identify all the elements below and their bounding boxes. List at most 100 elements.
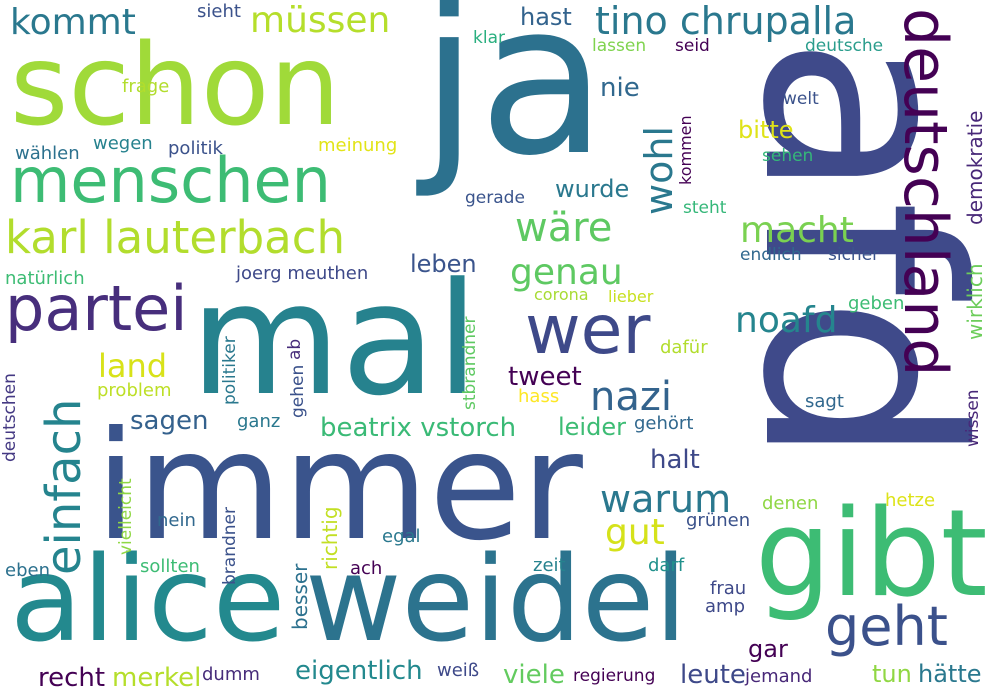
word-amp: amp	[705, 596, 745, 617]
word-immer: immer	[95, 400, 583, 574]
word-brandner: brandner	[220, 507, 240, 585]
word-zeit: zeit	[533, 555, 566, 576]
word-sieht: sieht	[197, 1, 241, 22]
word-leider: leider	[558, 413, 626, 441]
word-kommen: kommen	[676, 115, 695, 185]
word-regierung: regierung	[573, 666, 656, 686]
word-klar: klar	[473, 28, 505, 48]
word-gar: gar	[748, 635, 788, 663]
word-noafd: noafd	[735, 300, 838, 341]
word-tino-chrupalla: tino chrupalla	[595, 0, 857, 43]
word-sagt: sagt	[805, 391, 844, 412]
word-ach: ach	[350, 558, 383, 579]
word-wurde: wurde	[555, 175, 630, 203]
word-sicher: sicher	[828, 245, 880, 265]
word-muessen: müssen	[250, 0, 391, 41]
word-weidel: weidel	[305, 530, 688, 668]
word-leute: leute	[680, 660, 746, 690]
word-egal: egal	[382, 526, 421, 547]
word-sehen: sehen	[762, 146, 814, 166]
word-frage: frage	[122, 76, 170, 97]
word-gehoert: gehört	[634, 413, 694, 434]
word-darf: darf	[648, 555, 685, 576]
word-welt: welt	[783, 89, 819, 109]
word-wohl: wohl	[637, 126, 681, 215]
word-schon: schon	[10, 21, 341, 151]
word-weiss: weiß	[437, 660, 480, 681]
word-kommt: kommt	[10, 2, 136, 43]
word-geben: geben	[848, 293, 905, 314]
word-besser: besser	[288, 563, 312, 630]
word-ja: ja	[420, 0, 608, 202]
word-bitte: bitte	[738, 116, 794, 144]
word-nie: nie	[600, 73, 640, 103]
word-politiker: politiker	[220, 336, 240, 405]
word-stbrandner: stbrandner	[460, 316, 480, 410]
word-genau: genau	[510, 252, 623, 293]
word-eben: eben	[5, 560, 50, 581]
word-waehlen: wählen	[15, 143, 80, 164]
word-viele: viele	[503, 660, 565, 690]
word-geht: geht	[825, 595, 948, 658]
word-karl-lauterbach: karl lauterbach	[5, 211, 345, 264]
word-wirklich: wirklich	[963, 263, 987, 340]
word-seid: seid	[675, 36, 710, 56]
word-tweet: tweet	[508, 362, 582, 392]
word-meinung: meinung	[318, 135, 398, 156]
word-lassen: lassen	[592, 36, 647, 56]
word-gibt: gibt	[755, 485, 988, 624]
word-denen: denen	[762, 493, 819, 514]
word-corona: corona	[534, 285, 589, 304]
word-dafuer: dafür	[660, 337, 708, 358]
word-land: land	[98, 347, 168, 385]
word-halt: halt	[650, 445, 700, 475]
word-hast: hast	[520, 3, 572, 31]
word-nazi: nazi	[590, 374, 672, 420]
word-politik: politik	[168, 138, 223, 159]
word-einfach: einfach	[36, 398, 92, 575]
word-dumm: dumm	[202, 664, 260, 685]
word-gehen: gehen	[288, 364, 308, 418]
word-tun: tun	[872, 660, 912, 688]
word-wissen: wissen	[963, 389, 983, 447]
word-hetze: hetze	[885, 490, 936, 511]
word-merkel: merkel	[112, 663, 202, 693]
word-endlich: endlich	[740, 245, 802, 265]
word-haette: hätte	[918, 660, 982, 688]
word-ganz: ganz	[237, 411, 281, 432]
word-deutschen: deutschen	[0, 373, 20, 462]
word-sagen: sagen	[130, 406, 209, 436]
word-problem: problem	[97, 380, 172, 401]
word-warum: warum	[600, 477, 732, 521]
word-hass: hass	[518, 386, 560, 407]
word-recht: recht	[38, 663, 106, 693]
word-deutsche: deutsche	[805, 36, 884, 56]
word-jemand: jemand	[745, 666, 813, 687]
word-steht: steht	[683, 198, 727, 218]
word-richtig: richtig	[318, 506, 342, 570]
word-gruenen: grünen	[686, 510, 751, 531]
word-menschen: menschen	[10, 144, 331, 217]
word-vielleicht: vielleicht	[116, 478, 136, 555]
word-wegen: wegen	[93, 133, 153, 154]
word-sollten: sollten	[140, 556, 200, 577]
word-ab: ab	[285, 338, 305, 360]
word-demokratie: demokratie	[963, 110, 987, 225]
word-alice: alice	[10, 530, 286, 668]
word-nein: nein	[157, 510, 196, 531]
word-macht: macht	[740, 210, 854, 251]
word-mal: mal	[190, 249, 480, 430]
word-partei: partei	[5, 272, 188, 345]
word-eigentlich: eigentlich	[295, 656, 423, 686]
word-gut: gut	[605, 512, 665, 553]
word-gerade: gerade	[465, 188, 525, 208]
word-frau: frau	[710, 578, 747, 599]
word-wer: wer	[525, 291, 651, 370]
word-lieber: lieber	[608, 287, 654, 306]
word-waere: wäre	[515, 205, 613, 251]
word-leben: leben	[410, 250, 477, 278]
word-beatrix-vstorch: beatrix vstorch	[320, 413, 517, 443]
word-natuerlich: natürlich	[5, 268, 85, 289]
word-deutschland: deutschland	[890, 8, 960, 377]
